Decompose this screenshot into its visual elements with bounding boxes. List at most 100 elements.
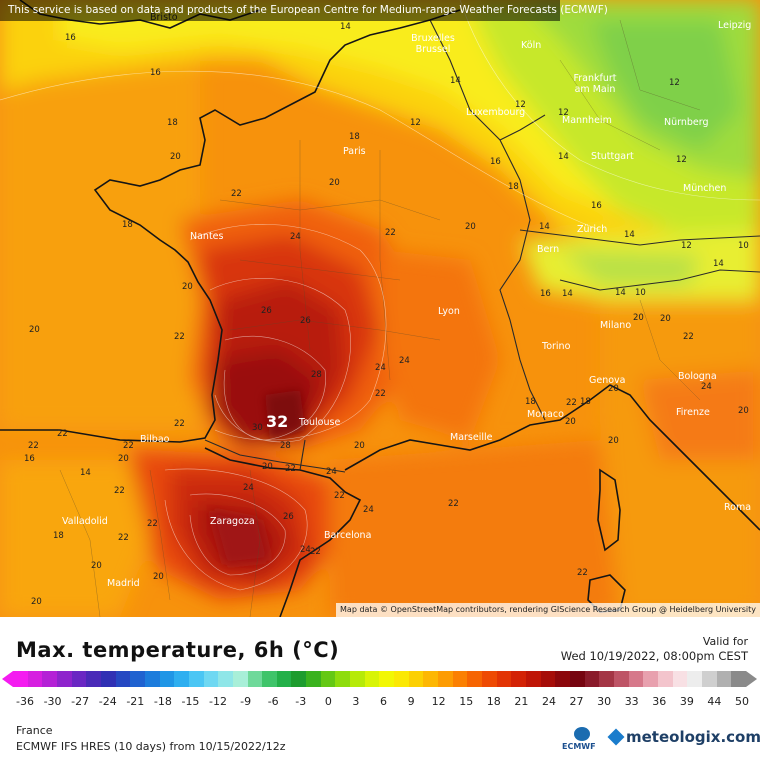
- color-scale-swatch: [599, 671, 614, 687]
- color-scale-tick-label: 30: [597, 695, 612, 708]
- isotherm-label: 14: [713, 259, 724, 269]
- city-leipzig[interactable]: Leipzig: [718, 20, 752, 31]
- scale-arrow-right: [746, 671, 757, 687]
- city-firenze[interactable]: Firenze: [676, 407, 710, 418]
- isotherm-label: 18: [122, 220, 133, 230]
- city-bruxelles[interactable]: Bruxelles Brussel: [411, 33, 455, 55]
- color-scale-swatch: [731, 671, 746, 687]
- isotherm-label: 16: [540, 289, 551, 299]
- isotherm-label: 22: [310, 547, 321, 557]
- city-torino[interactable]: Torino: [542, 341, 571, 352]
- color-scale-swatch: [525, 671, 541, 687]
- isotherm-label: 16: [65, 33, 76, 43]
- isotherm-label: 16: [150, 68, 161, 78]
- city-barcelona[interactable]: Barcelona: [324, 530, 372, 541]
- ecmwf-logo[interactable]: ECMWF: [562, 727, 602, 755]
- city-zurich[interactable]: Zürich: [577, 224, 608, 235]
- city-lyon[interactable]: Lyon: [438, 306, 460, 317]
- isotherm-label: 24: [701, 382, 712, 392]
- isotherm-label: 16: [591, 201, 602, 211]
- city-nurnberg[interactable]: Nürnberg: [664, 117, 709, 128]
- isotherm-label: 22: [147, 519, 158, 529]
- color-scale-swatch: [364, 671, 380, 687]
- isotherm-label: 20: [153, 572, 164, 582]
- color-scale-swatch: [701, 671, 717, 687]
- ecmwf-logo-icon: [574, 727, 590, 741]
- color-scale-swatch: [555, 671, 570, 687]
- city-munchen[interactable]: München: [683, 183, 727, 194]
- color-scale-tick-label: 12: [431, 695, 446, 708]
- isotherm-label: 22: [577, 568, 588, 578]
- city-milano[interactable]: Milano: [600, 320, 632, 331]
- isotherms: [0, 0, 760, 591]
- city-madrid[interactable]: Madrid: [107, 578, 140, 589]
- scale-arrow-left: [2, 671, 13, 687]
- isotherm-label: 16: [490, 157, 501, 167]
- isotherm-label: 12: [410, 118, 421, 128]
- color-scale-tick-label: 6: [380, 695, 387, 708]
- color-scale-tick-label: -6: [267, 695, 279, 708]
- city-stuttgart[interactable]: Stuttgart: [591, 151, 634, 162]
- color-scale-tick-label: -18: [153, 695, 172, 708]
- color-scale-swatch: [232, 671, 248, 687]
- isotherm-label: 14: [615, 288, 626, 298]
- color-scale-tick-label: 15: [459, 695, 474, 708]
- color-scale-ticks: -36 -30 -27 -24 -21 -18 -15 -12 -9 -6 -3 0 3 6 9 12 15 18…: [13, 695, 749, 709]
- isotherm-label: 14: [450, 76, 461, 86]
- city-monaco[interactable]: Monaco: [527, 409, 564, 420]
- isotherm-label: 12: [558, 108, 569, 118]
- temperature-map[interactable]: This service is based on data and produc…: [0, 0, 760, 617]
- isotherm-label: 12: [515, 100, 526, 110]
- color-scale-tick-label: 0: [324, 695, 332, 708]
- city-zaragoza[interactable]: Zaragoza: [210, 516, 255, 527]
- isotherm-label: 20: [182, 282, 193, 292]
- city-frankfurt[interactable]: Frankfurt am Main: [573, 73, 617, 95]
- color-scale-swatch: [159, 671, 175, 687]
- city-toulouse[interactable]: Toulouse: [299, 417, 341, 428]
- city-marseille[interactable]: Marseille: [450, 432, 493, 443]
- color-scale-swatch: [569, 671, 585, 687]
- color-scale-swatch: [291, 671, 307, 687]
- city-koln[interactable]: Köln: [521, 40, 542, 51]
- city-mannheim[interactable]: Mannheim: [562, 115, 612, 126]
- isotherm-label: 28: [280, 441, 291, 451]
- color-scale-swatch: [144, 671, 160, 687]
- color-scale-tick-label: -3: [295, 695, 307, 708]
- isotherm-label: 18: [508, 182, 519, 192]
- color-scale-swatch: [320, 671, 336, 687]
- isotherm-label: 14: [624, 230, 635, 240]
- city-paris[interactable]: Paris: [343, 146, 366, 157]
- city-nantes[interactable]: Nantes: [190, 231, 224, 242]
- color-scale-swatch: [350, 671, 365, 687]
- isotherm-label: 10: [635, 288, 646, 298]
- color-scale-swatch: [56, 671, 72, 687]
- isotherm-label: 22: [123, 441, 134, 451]
- isotherm-label: 20: [29, 325, 40, 335]
- city-luxembourg[interactable]: Luxembourg: [466, 107, 526, 118]
- city-bilbao[interactable]: Bilbao: [140, 434, 170, 445]
- color-scale-tick-label: -27: [71, 695, 90, 708]
- valid-date: Wed 10/19/2022, 08:00pm CEST: [560, 649, 748, 663]
- isotherm-label: 22: [385, 228, 396, 238]
- color-scale-swatch: [247, 671, 263, 687]
- city-bern[interactable]: Bern: [537, 244, 560, 255]
- city-roma[interactable]: Roma: [724, 502, 752, 513]
- color-scale-tick-label: 9: [407, 695, 415, 708]
- isotherm-label: 16: [24, 454, 35, 464]
- city-valladolid[interactable]: Valladolid: [62, 516, 108, 527]
- city-bristol[interactable]: Bristo: [150, 12, 178, 23]
- color-scale-swatch: [496, 671, 512, 687]
- color-scale-tick-label: 36: [652, 695, 667, 708]
- color-scale-tick-label: -30: [43, 695, 62, 708]
- isotherm-label: 20: [31, 597, 42, 607]
- city-bologna[interactable]: Bologna: [678, 371, 717, 382]
- isotherm-label: 22: [448, 499, 459, 509]
- isotherm-label: 20: [118, 454, 129, 464]
- isotherm-label: 20: [565, 417, 576, 427]
- model-run-label: ECMWF IFS HRES (10 days) from 10/15/2022…: [16, 740, 286, 753]
- color-scale-tick-label: 18: [486, 695, 501, 708]
- city-genova[interactable]: Genova: [589, 375, 626, 386]
- isotherm-label: 24: [290, 232, 301, 242]
- color-scale-swatch: [423, 671, 439, 687]
- color-scale-swatch: [86, 671, 101, 687]
